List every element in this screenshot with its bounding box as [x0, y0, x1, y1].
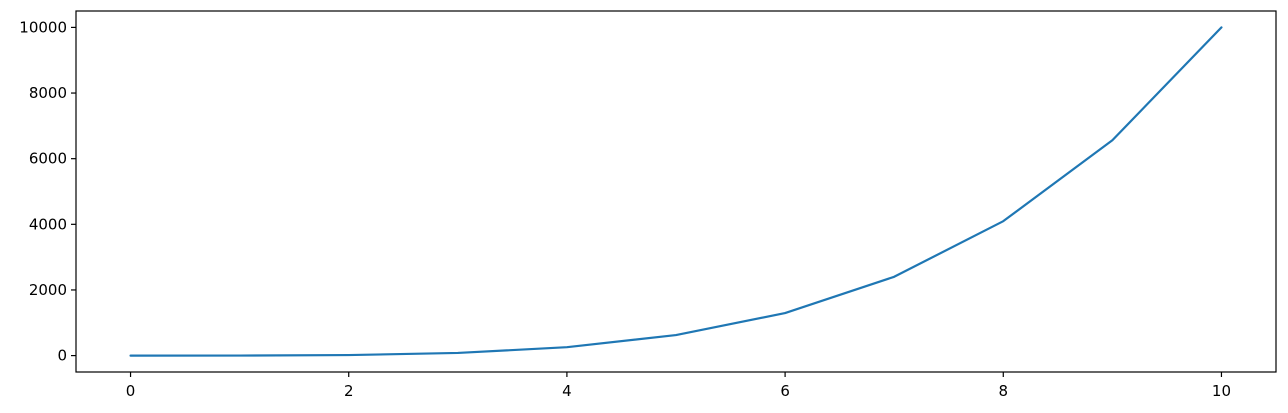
data-series	[129, 26, 1223, 357]
x-tick-label: 6	[780, 382, 790, 400]
y-axis-ticks: 0 2000 4000 6000 8000 10000	[19, 18, 76, 365]
x-tick-label: 4	[562, 382, 572, 400]
y-tick-label: 4000	[29, 215, 67, 233]
y-tick-label: 10000	[19, 18, 67, 36]
plot-area-frame	[75, 10, 1277, 373]
x-tick-label: 0	[126, 382, 136, 400]
x-tick-label: 10	[1212, 382, 1231, 400]
y-tick-label: 6000	[29, 150, 67, 168]
y-tick-label: 2000	[29, 281, 67, 299]
x-tick-label: 8	[998, 382, 1008, 400]
y-tick-label: 0	[57, 347, 67, 365]
x-tick-label: 2	[344, 382, 354, 400]
series-line	[129, 26, 1223, 357]
x-axis-ticks: 0 2 4 6 8 10	[126, 372, 1231, 400]
y-tick-label: 8000	[29, 84, 67, 102]
